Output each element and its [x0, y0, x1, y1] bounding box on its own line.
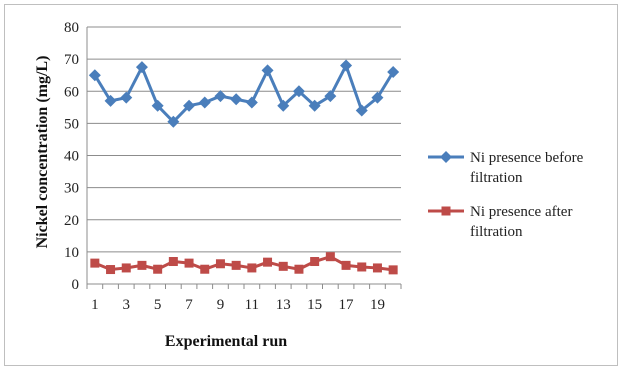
data-point [106, 265, 116, 275]
data-point [340, 59, 353, 72]
y-tick-label-20: 20 [64, 213, 79, 229]
data-point [121, 263, 131, 273]
data-point [261, 64, 274, 77]
y-tick-label-30: 30 [64, 181, 79, 197]
y-tick-label-0: 0 [72, 277, 80, 293]
x-tick-label-17: 17 [339, 297, 355, 313]
data-point [90, 258, 100, 268]
data-point [88, 69, 101, 82]
data-point [308, 99, 321, 112]
data-point [151, 99, 164, 112]
data-point [200, 264, 210, 274]
data-point [120, 91, 133, 104]
legend-marker [441, 206, 451, 216]
x-tick-label-1: 1 [91, 297, 99, 313]
y-tick-label-50: 50 [64, 116, 79, 132]
data-point [167, 115, 180, 128]
axes [86, 27, 402, 289]
data-point [387, 65, 400, 78]
legend-entry-2: Ni presence after filtration [428, 204, 572, 240]
data-point [355, 104, 368, 117]
series-1 [88, 59, 400, 128]
data-point [357, 262, 367, 272]
y-tick-label-80: 80 [64, 20, 79, 36]
chart-frame: 0 10 20 30 40 50 60 70 80 1 3 5 7 9 11 13 15 17 19 Experi… [4, 4, 618, 366]
data-point [230, 93, 243, 106]
y-tick-labels: 0 10 20 30 40 50 60 70 80 [64, 20, 79, 293]
legend: Ni presence before filtration Ni presence … [428, 150, 584, 240]
x-tick-label-9: 9 [217, 297, 225, 313]
series-2 [90, 252, 398, 275]
y-tick-label-60: 60 [64, 84, 79, 100]
data-point [215, 259, 225, 269]
y-tick-label-40: 40 [64, 149, 79, 165]
y-tick-label-10: 10 [64, 245, 79, 261]
x-tick-label-3: 3 [123, 297, 131, 313]
data-point [292, 85, 305, 98]
data-point [231, 260, 241, 270]
series-line-1 [93, 64, 395, 124]
data-point [135, 61, 148, 74]
y-tick-label-70: 70 [64, 52, 79, 68]
data-point [184, 258, 194, 268]
legend-label: Ni presence before filtration [470, 150, 584, 186]
data-point [371, 91, 384, 104]
y-axis-title: Nickel concentration (mg/L) [34, 56, 51, 249]
data-point [277, 99, 290, 112]
data-point [183, 99, 196, 112]
data-point [294, 264, 304, 274]
data-point [341, 260, 351, 270]
data-point [153, 264, 163, 274]
data-point [310, 257, 320, 267]
legend-marker [440, 151, 452, 163]
x-tick-labels: 1 3 5 7 9 11 13 15 17 19 [91, 297, 385, 313]
legend-label: Ni presence after filtration [470, 204, 572, 240]
gridlines [87, 26, 401, 253]
series-layer [88, 59, 400, 275]
x-tick-label-11: 11 [245, 297, 259, 313]
data-point [104, 94, 117, 107]
data-point [278, 261, 288, 271]
x-tick-label-19: 19 [370, 297, 385, 313]
data-point [247, 263, 257, 273]
x-tick-label-5: 5 [154, 297, 162, 313]
data-point [325, 252, 335, 262]
data-point [137, 260, 147, 270]
data-point [245, 96, 258, 109]
x-tick-label-13: 13 [276, 297, 291, 313]
data-point [372, 263, 382, 273]
data-point [168, 257, 178, 267]
data-point [388, 265, 398, 275]
x-axis-title: Experimental run [165, 333, 287, 350]
x-tick-label-7: 7 [185, 297, 193, 313]
data-point [198, 96, 211, 109]
x-tick-label-15: 15 [307, 297, 322, 313]
data-point [324, 90, 337, 103]
data-point [214, 90, 227, 103]
legend-entry-1: Ni presence before filtration [428, 150, 584, 186]
data-point [263, 257, 273, 267]
